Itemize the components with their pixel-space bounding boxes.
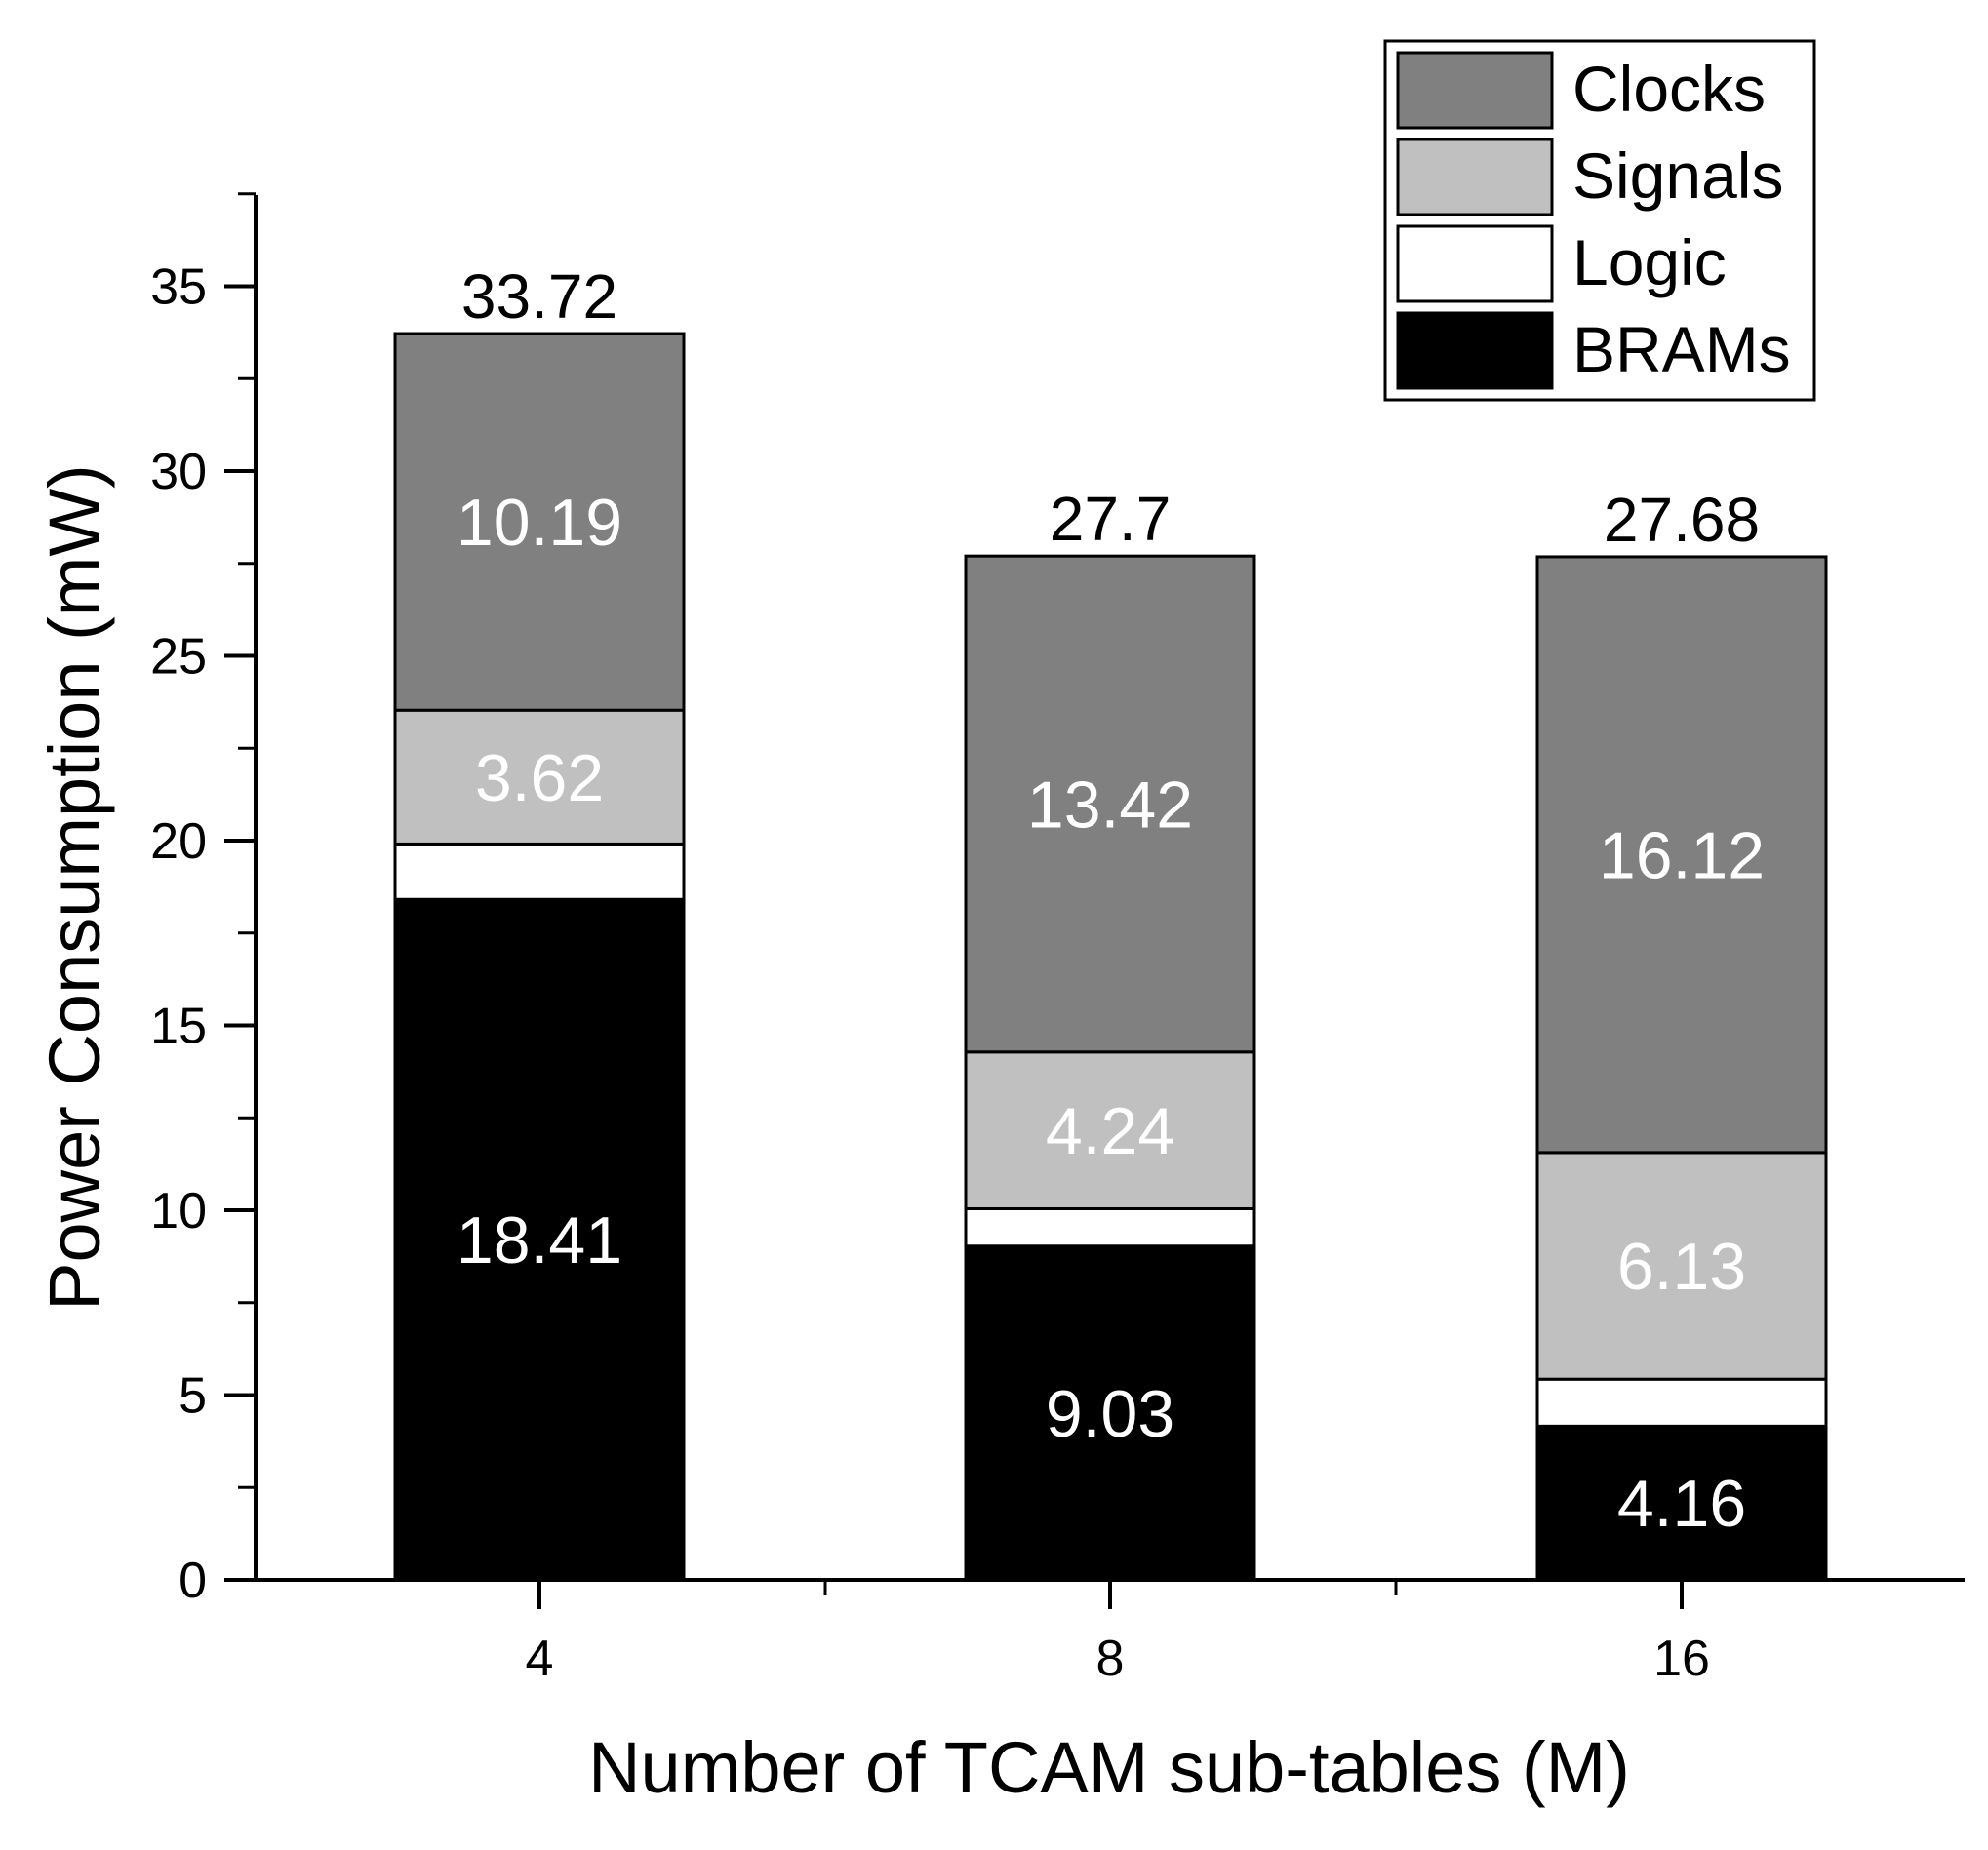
segment-value-label: 6.13 [1617,1230,1746,1304]
y-tick-label: 25 [150,629,207,686]
bar-segment-clocks-16 [1535,555,1828,1155]
segment-value-label: 3.62 [475,741,604,815]
legend-label-clocks: Clocks [1572,53,1766,125]
bar-segment-signals-16 [1535,1151,1828,1381]
legend-label-signals: Signals [1572,139,1783,212]
y-tick-label: 35 [150,259,207,316]
legend-swatch-brams [1396,311,1554,390]
y-tick-label: 30 [150,444,207,500]
segment-value-label: 10.19 [457,486,622,560]
segment-value-label: 4.16 [1617,1467,1746,1541]
bar-segment-signals-8 [964,1050,1256,1210]
legend: Clocks Signals Logic BRAMs [1383,39,1816,402]
legend-swatch-logic [1396,224,1554,303]
y-tick-label: 15 [150,999,207,1055]
segment-value-label: 9.03 [1046,1377,1174,1451]
y-axis-label: Power Consumption (mW) [34,464,115,1311]
ticks-layer: 0 5 10 15 20 25 30 35 4 8 16 [150,192,1710,1687]
bar-segment-clocks-4 [393,332,686,712]
legend-swatch-clocks [1396,51,1554,130]
bar-segment-brams-4 [393,897,686,1582]
bar-total-label: 27.68 [1604,485,1760,555]
legend-label-brams: BRAMs [1572,313,1791,385]
bar-segment-logic-8 [964,1206,1256,1248]
y-tick-label: 20 [150,813,207,870]
legend-swatch-signals [1396,138,1554,216]
x-tick-label: 16 [1653,1631,1710,1687]
bars-layer: 18.41 3.62 10.19 33.72 9.03 4.24 13.42 27.7 4.16… [393,261,1828,1582]
segment-value-label: 4.24 [1046,1094,1174,1168]
y-tick-label: 5 [179,1368,207,1425]
bar-segment-brams-8 [964,1244,1256,1582]
bar-segment-signals-4 [393,708,686,846]
segment-value-label: 16.12 [1599,818,1765,892]
x-tick-label: 4 [526,1631,554,1687]
legend-label-logic: Logic [1572,226,1727,298]
y-tick-label: 0 [179,1553,207,1609]
segment-value-label: 13.42 [1027,768,1193,842]
x-tick-label: 8 [1096,1631,1125,1687]
bar-segment-clocks-8 [964,554,1256,1054]
x-axis-label: Number of TCAM sub-tables (M) [588,1727,1630,1808]
bar-total-label: 33.72 [461,261,617,332]
segment-value-label: 18.41 [457,1203,622,1278]
bar-segment-logic-4 [393,842,686,901]
bar-total-label: 27.7 [1050,484,1172,554]
bar-segment-logic-16 [1535,1377,1828,1428]
y-tick-label: 10 [150,1183,207,1240]
